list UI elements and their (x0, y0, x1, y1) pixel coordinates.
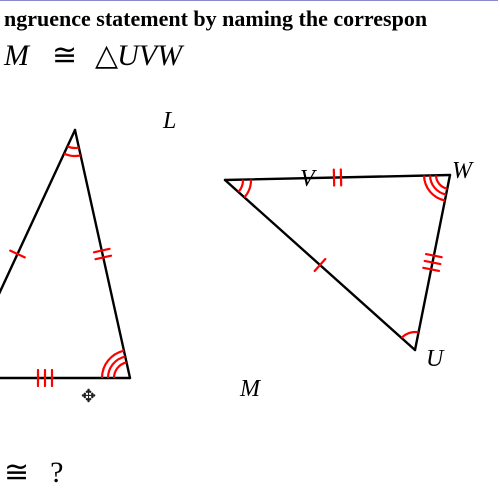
lhs-name-tail: M (4, 39, 29, 72)
congruent-symbol: ≅ (52, 38, 74, 73)
label-W: W (452, 158, 472, 185)
label-U: U (426, 346, 443, 373)
question-mark: ? (50, 456, 63, 489)
rhs-triangle-symbol: △ (95, 39, 117, 72)
rhs-name: UVW (117, 39, 182, 72)
congruence-statement: M ≅ △UVW (4, 38, 182, 73)
move-cursor-icon: ✥ (81, 386, 96, 407)
label-L: L (163, 108, 176, 135)
label-M: M (240, 376, 260, 403)
label-V: V (300, 166, 315, 193)
question-line: ≅ ? (4, 455, 63, 490)
question-congruent: ≅ (4, 456, 29, 489)
instruction-fragment: ngruence statement by naming the corresp… (0, 6, 500, 32)
